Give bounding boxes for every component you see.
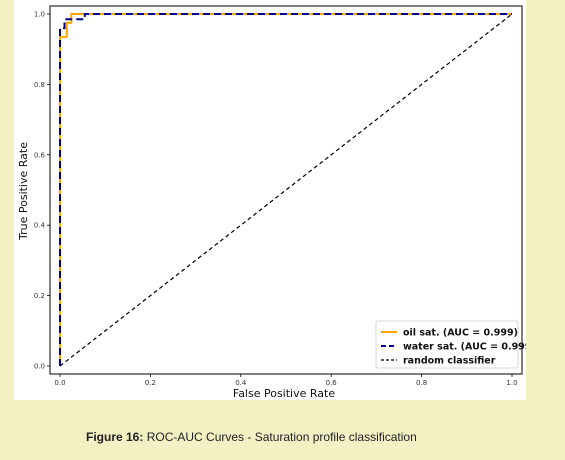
y-axis-label: True Positive Rate [17,142,30,241]
x-tick-label: 0.0 [54,379,65,387]
roc-chart: False Positive Rate True Positive Rate 0… [17,5,526,400]
x-tick-label: 0.2 [145,379,156,387]
y-tick-label: 0.6 [34,151,46,159]
figure-caption: Figure 16: ROC-AUC Curves - Saturation p… [86,430,526,444]
legend-label: random classifier [403,356,496,367]
legend-label: water sat. (AUC = 0.999) [403,342,526,353]
series-line-random-classifier [59,13,513,367]
caption-text: ROC-AUC Curves - Saturation profile clas… [143,430,417,444]
legend: oil sat. (AUC = 0.999) water sat. (AUC = … [375,320,526,369]
y-tick-label: 0.4 [34,222,46,230]
x-tick-label: 1.0 [506,379,517,387]
y-tick-label: 1.0 [34,11,45,19]
y-tick-label: 0.2 [34,292,45,300]
x-tick-label: 0.6 [326,379,338,387]
series-line-water-sat [59,13,512,366]
series-line-oil-sat [59,13,512,366]
caption-figure-number: Figure 16: [86,430,144,444]
y-tick-label: 0.0 [34,363,45,371]
legend-box [375,320,519,369]
x-tick-label: 0.8 [416,379,427,387]
x-axis-label: False Positive Rate [233,387,335,400]
legend-label: oil sat. (AUC = 0.999) [403,328,518,339]
x-tick-label: 0.4 [235,379,247,387]
y-tick-label: 0.8 [34,81,45,89]
plot-frame [49,5,523,375]
figure-panel: False Positive Rate True Positive Rate 0… [14,0,526,400]
